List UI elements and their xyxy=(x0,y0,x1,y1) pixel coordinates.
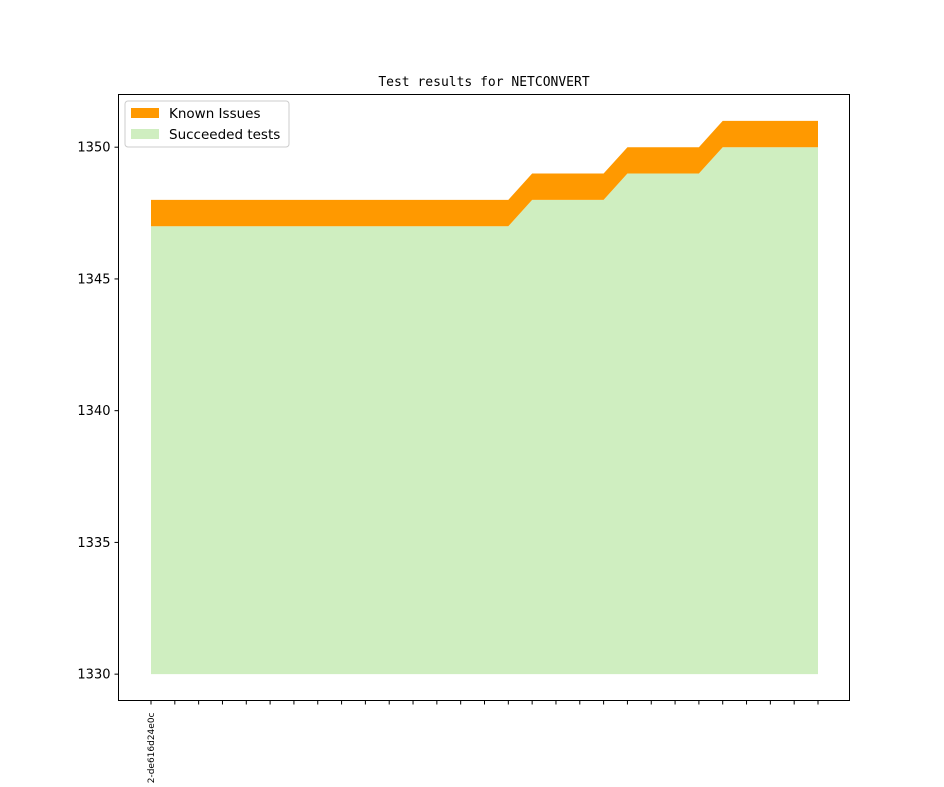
area-layer xyxy=(151,120,818,675)
legend-swatch-succeeded-tests xyxy=(131,129,159,139)
area-succeeded-tests xyxy=(151,147,818,675)
legend-label-known-issues: Known Issues xyxy=(169,106,261,122)
legend-frame xyxy=(124,100,290,148)
y-tick-label: 1330 xyxy=(77,668,110,683)
y-tick-label: 1345 xyxy=(77,272,110,287)
y-axis: 1330 1335 1340 1345 1350 xyxy=(77,141,119,683)
legend-swatch-known-issues xyxy=(131,108,159,118)
legend: Known Issues Succeeded tests xyxy=(124,100,290,148)
area-known-issues xyxy=(151,120,818,227)
x-tick-label: 2-de616d24e0c xyxy=(147,712,157,783)
chart-title: Test results for NETCONVERT xyxy=(378,75,589,90)
y-tick-label: 1340 xyxy=(77,404,110,419)
legend-label-succeeded-tests: Succeeded tests xyxy=(169,127,280,143)
y-tick-label: 1350 xyxy=(77,141,110,156)
x-axis: 2-de616d24e0c xyxy=(147,700,819,783)
y-tick-label: 1335 xyxy=(77,536,110,551)
